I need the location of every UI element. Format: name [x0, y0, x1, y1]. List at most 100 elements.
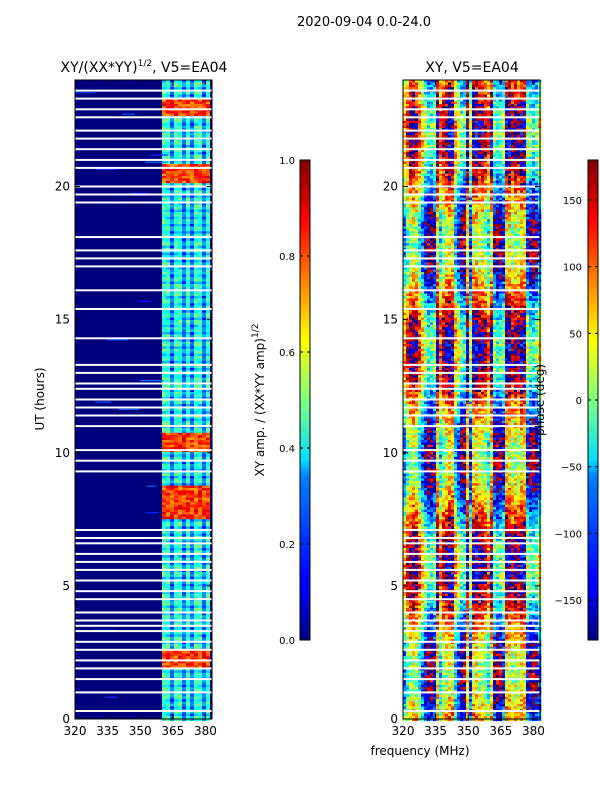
phase-cell: [427, 149, 431, 153]
amplitude-cell: [174, 464, 178, 467]
phase-cell: [409, 144, 413, 148]
phase-cell: [406, 123, 410, 126]
phase-cell: [520, 142, 524, 146]
amplitude-cell: [198, 665, 202, 669]
phase-cell: [409, 94, 413, 98]
amplitude-cell: [166, 586, 170, 590]
amplitude-cell: [174, 320, 178, 323]
phase-cell: [508, 135, 512, 138]
amplitude-cell: [162, 190, 166, 194]
amplitude-cell: [162, 315, 166, 318]
amplitude-gap-row: [75, 542, 212, 545]
amplitude-cell: [190, 663, 194, 666]
phase-cell: [517, 140, 521, 143]
amplitude-cell: [194, 557, 198, 561]
phase-cell: [412, 113, 416, 117]
phase-cell: [442, 125, 446, 129]
phase-cell: [409, 156, 413, 160]
amplitude-cell: [162, 344, 166, 347]
amplitude-cell: [190, 672, 194, 676]
amplitude-cell: [202, 555, 206, 558]
amplitude-cell: [178, 593, 182, 597]
phase-cell: [484, 118, 488, 122]
amplitude-cell: [198, 478, 202, 482]
amplitude-cell: [182, 576, 186, 580]
amplitude-cell: [178, 293, 182, 297]
phase-cell: [514, 113, 518, 117]
amplitude-cell: [182, 600, 186, 604]
phase-cell: [418, 84, 422, 88]
amplitude-cell: [202, 696, 206, 700]
phase-cell: [415, 149, 419, 153]
phase-cell: [442, 101, 446, 105]
phase-cell: [406, 118, 410, 122]
phase-cell: [526, 128, 530, 131]
amplitude-cell: [174, 171, 178, 174]
phase-cell: [403, 80, 407, 83]
phase-cell: [472, 84, 476, 88]
phase-cell: [487, 101, 491, 105]
phase-cell: [460, 140, 464, 143]
amplitude-cell: [162, 377, 166, 381]
phase-cell: [463, 120, 467, 124]
amplitude-cell: [178, 214, 182, 218]
amplitude-cell: [202, 706, 206, 710]
amplitude-cell: [190, 238, 194, 242]
amplitude-cell: [174, 665, 178, 669]
amplitude-cell: [162, 293, 166, 297]
amplitude-cell: [190, 84, 194, 88]
phase-cell: [505, 101, 509, 105]
amplitude-cell: [178, 200, 182, 203]
amplitude-cell: [162, 274, 166, 278]
amplitude-cell: [206, 711, 210, 714]
amplitude-cell: [170, 252, 174, 256]
phase-cell: [523, 140, 527, 143]
amplitude-cell: [174, 255, 178, 258]
amplitude-cell: [170, 682, 174, 686]
amplitude-cell: [170, 320, 174, 323]
phase-cell: [523, 152, 527, 155]
amplitude-cell: [166, 680, 170, 683]
phase-cell: [517, 135, 521, 138]
phase-cell: [508, 101, 512, 105]
phase-cell: [430, 144, 434, 148]
amplitude-cell: [198, 140, 202, 143]
phase-cell: [478, 130, 482, 134]
phase-cell: [535, 135, 539, 138]
amplitude-cell: [162, 512, 166, 515]
amplitude-cell: [170, 653, 174, 657]
amplitude-cell: [186, 341, 190, 345]
amplitude-cell: [170, 608, 174, 611]
amplitude-cell: [166, 442, 170, 446]
phase-cell: [481, 94, 485, 98]
amplitude-cell: [194, 291, 198, 294]
amplitude-cell: [190, 639, 194, 642]
amplitude-cell: [178, 461, 182, 465]
amplitude-title-suffix: , V5=EA04: [152, 60, 227, 76]
amplitude-cell: [198, 456, 202, 460]
amplitude-cell: [178, 636, 182, 640]
amplitude-cell: [174, 276, 178, 280]
amplitude-cell: [202, 444, 206, 448]
amplitude-cell: [182, 533, 186, 537]
phase-cell: [439, 123, 443, 126]
phase-cell: [457, 99, 461, 102]
phase-cell: [442, 144, 446, 148]
amplitude-cell: [194, 197, 198, 201]
amplitude-cell: [186, 399, 190, 402]
phase-cell: [466, 87, 470, 90]
amplitude-cell: [202, 135, 206, 138]
amplitude-gap-row: [75, 236, 212, 239]
amplitude-cell: [186, 176, 190, 179]
phase-cell: [451, 111, 455, 114]
amplitude-cell: [178, 317, 182, 321]
phase-cell: [529, 101, 533, 105]
amplitude-cell: [166, 411, 170, 414]
amplitude-cell: [182, 260, 186, 263]
phase-cell: [466, 125, 470, 129]
phase-cell: [409, 113, 413, 117]
phase-cell: [508, 125, 512, 129]
amplitude-cell: [202, 588, 206, 592]
phase-cell: [526, 118, 530, 122]
amplitude-cell: [202, 634, 206, 638]
